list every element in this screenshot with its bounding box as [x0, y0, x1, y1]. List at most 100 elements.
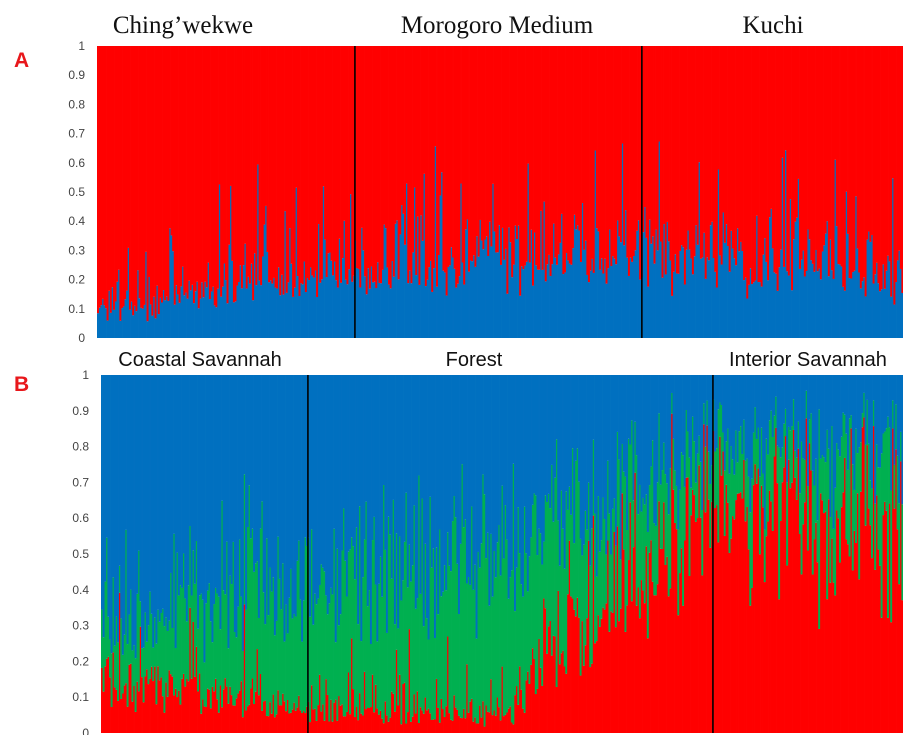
panel-a-admixture-bar — [416, 46, 419, 217]
panel-b-admixture-bar — [802, 458, 805, 525]
panel-a-y-tick: 0.9 — [68, 68, 85, 82]
panel-a-admixture-bar — [357, 268, 360, 338]
panel-b-admixture-bar — [462, 708, 465, 733]
panel-a-admixture-bar — [735, 265, 738, 338]
panel-b-admixture-bar — [725, 441, 728, 485]
panel-b-admixture-bar — [395, 649, 398, 733]
panel-a-admixture-bar — [776, 46, 779, 291]
panel-b-admixture-bar — [504, 714, 507, 733]
panel-b-admixture-bar — [850, 375, 853, 416]
panel-b-admixture-bar — [137, 550, 140, 692]
panel-b-admixture-bar — [773, 456, 776, 733]
panel-b-admixture-bar — [441, 591, 444, 710]
panel-a-admixture-bar — [144, 46, 147, 252]
panel-b-admixture-bar — [746, 506, 749, 733]
panel-a-admixture-bar — [223, 46, 226, 264]
panel-b-admixture-bar — [782, 467, 785, 733]
panel-a-admixture-bar — [189, 290, 192, 338]
panel-b-admixture-bar — [563, 375, 566, 569]
panel-b-admixture-bar — [523, 375, 526, 507]
panel-b-admixture-bar — [285, 604, 288, 712]
panel-b-admixture-bar — [134, 711, 137, 733]
panel-b-admixture-bar — [459, 543, 462, 718]
panel-a-admixture-bar — [800, 259, 803, 338]
panel-b-admixture-bar — [365, 375, 368, 502]
panel-a-admixture-bar — [212, 46, 215, 287]
panel-b-admixture-bar — [227, 648, 230, 704]
panel-b-admixture-bar — [832, 375, 835, 529]
panel-a-admixture-bar — [426, 279, 429, 338]
panel-a-admixture-bar — [811, 263, 814, 338]
panel-b-admixture-bar — [637, 375, 640, 515]
panel-a-admixture-bar — [725, 46, 728, 225]
panel-b-admixture-bar — [714, 508, 717, 733]
panel-b-admixture-bar — [846, 469, 849, 545]
panel-b-admixture-bar — [302, 711, 305, 733]
panel-a-admixture-bar — [698, 162, 701, 338]
panel-b-admixture-bar — [603, 518, 606, 610]
panel-b-admixture-bar — [578, 375, 580, 482]
panel-b-admixture-bar — [393, 375, 396, 625]
panel-a-admixture-bar — [372, 46, 375, 283]
panel-b-admixture-bar — [449, 375, 452, 572]
panel-b-admixture-bar — [698, 375, 701, 436]
panel-a-admixture-bar — [594, 150, 597, 338]
panel-a-admixture-bar — [404, 46, 406, 245]
panel-b-admixture-bar — [717, 409, 720, 543]
panel-b-admixture-bar — [334, 375, 337, 643]
panel-b-admixture-bar — [150, 613, 153, 667]
panel-a-admixture-bar — [469, 46, 472, 261]
panel-b-admixture-bar — [433, 638, 436, 720]
panel-b-admixture-bar — [798, 375, 801, 494]
panel-a-admixture-bar — [735, 46, 738, 266]
panel-b-admixture-bar — [629, 375, 632, 445]
panel-b-admixture-bar — [669, 375, 672, 469]
panel-b-admixture-bar — [528, 375, 531, 557]
panel-b-admixture-bar — [185, 375, 188, 622]
panel-b-admixture-bar — [313, 593, 316, 709]
panel-a-admixture-bar — [178, 302, 181, 338]
panel-a-admixture-bar — [672, 271, 675, 338]
panel-b-admixture-bar — [432, 719, 435, 733]
panel-a-admixture-bar — [794, 221, 797, 338]
panel-a-admixture-bar — [260, 285, 263, 338]
panel-b-admixture-bar — [899, 461, 902, 733]
panel-a-admixture-bar — [274, 287, 277, 338]
panel-b-admixture-bar — [786, 565, 789, 733]
panel-b-admixture-bar — [248, 375, 251, 486]
panel-b-admixture-bar — [762, 473, 765, 508]
panel-a-admixture-bar — [484, 239, 486, 338]
panel-b-admixture-bar — [603, 375, 606, 519]
panel-a-admixture-bar — [280, 274, 283, 338]
panel-a-admixture-bar — [159, 297, 162, 338]
panel-a-admixture-bar — [487, 46, 490, 256]
panel-a-admixture-bar — [895, 46, 897, 283]
panel-b-admixture-bar — [221, 500, 224, 708]
panel-b-admixture-bar — [441, 709, 444, 733]
panel-a-admixture-bar — [837, 264, 840, 338]
panel-a-admixture-bar — [287, 282, 290, 338]
panel-b-admixture-bar — [272, 694, 275, 733]
panel-a-admixture-bar — [512, 264, 515, 338]
panel-a-admixture-bar — [495, 252, 498, 338]
panel-b-admixture-bar — [409, 721, 412, 733]
panel-a-admixture-bar — [127, 46, 130, 248]
panel-b-admixture-bar — [506, 712, 508, 733]
panel-b-admixture-bar — [405, 492, 408, 724]
panel-a-admixture-bar — [156, 46, 159, 286]
panel-b-admixture-bar — [680, 452, 683, 549]
panel-b-admixture-bar — [661, 375, 664, 471]
panel-b-admixture-bar — [848, 556, 851, 733]
panel-b-admixture-bar — [574, 460, 577, 617]
panel-a-admixture-bar — [608, 46, 611, 230]
panel-a-admixture-bar — [608, 229, 611, 338]
panel-a-admixture-bar — [330, 260, 333, 338]
panel-b-admixture-bar — [862, 392, 865, 418]
panel-a-admixture-bar — [181, 46, 184, 267]
panel-b-admixture-bar — [317, 598, 320, 706]
panel-a-admixture-bar — [485, 236, 488, 338]
panel-a-admixture-bar — [418, 46, 421, 285]
panel-b-admixture-bar — [626, 605, 629, 733]
panel-a-admixture-bar — [739, 46, 742, 242]
panel-b-admixture-bar — [592, 515, 595, 733]
